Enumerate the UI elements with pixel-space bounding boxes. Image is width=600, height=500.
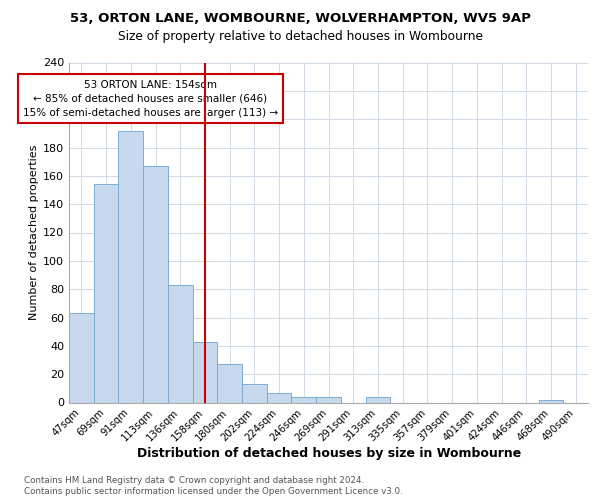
Bar (539, 400, 563, 402)
Text: Contains HM Land Registry data © Crown copyright and database right 2024.: Contains HM Land Registry data © Crown c… (24, 476, 364, 485)
Bar (292, 397, 316, 402)
Text: Size of property relative to detached houses in Wombourne: Size of property relative to detached ho… (118, 30, 482, 43)
Bar (168, 285, 193, 403)
Text: Contains public sector information licensed under the Open Government Licence v3: Contains public sector information licen… (24, 488, 403, 496)
Bar (316, 397, 341, 402)
Text: Distribution of detached houses by size in Wombourne: Distribution of detached houses by size … (137, 448, 521, 460)
Bar (94, 184, 118, 402)
Bar (217, 364, 242, 403)
Y-axis label: Number of detached properties: Number of detached properties (29, 145, 39, 320)
Text: 53, ORTON LANE, WOMBOURNE, WOLVERHAMPTON, WV5 9AP: 53, ORTON LANE, WOMBOURNE, WOLVERHAMPTON… (70, 12, 530, 26)
Bar (69, 313, 94, 402)
Bar (267, 392, 292, 402)
Bar (143, 166, 168, 402)
Text: 53 ORTON LANE: 154sqm
← 85% of detached houses are smaller (646)
15% of semi-det: 53 ORTON LANE: 154sqm ← 85% of detached … (23, 80, 278, 118)
Bar (242, 384, 267, 402)
Bar (118, 130, 143, 402)
Bar (365, 397, 390, 402)
Bar (193, 342, 217, 402)
